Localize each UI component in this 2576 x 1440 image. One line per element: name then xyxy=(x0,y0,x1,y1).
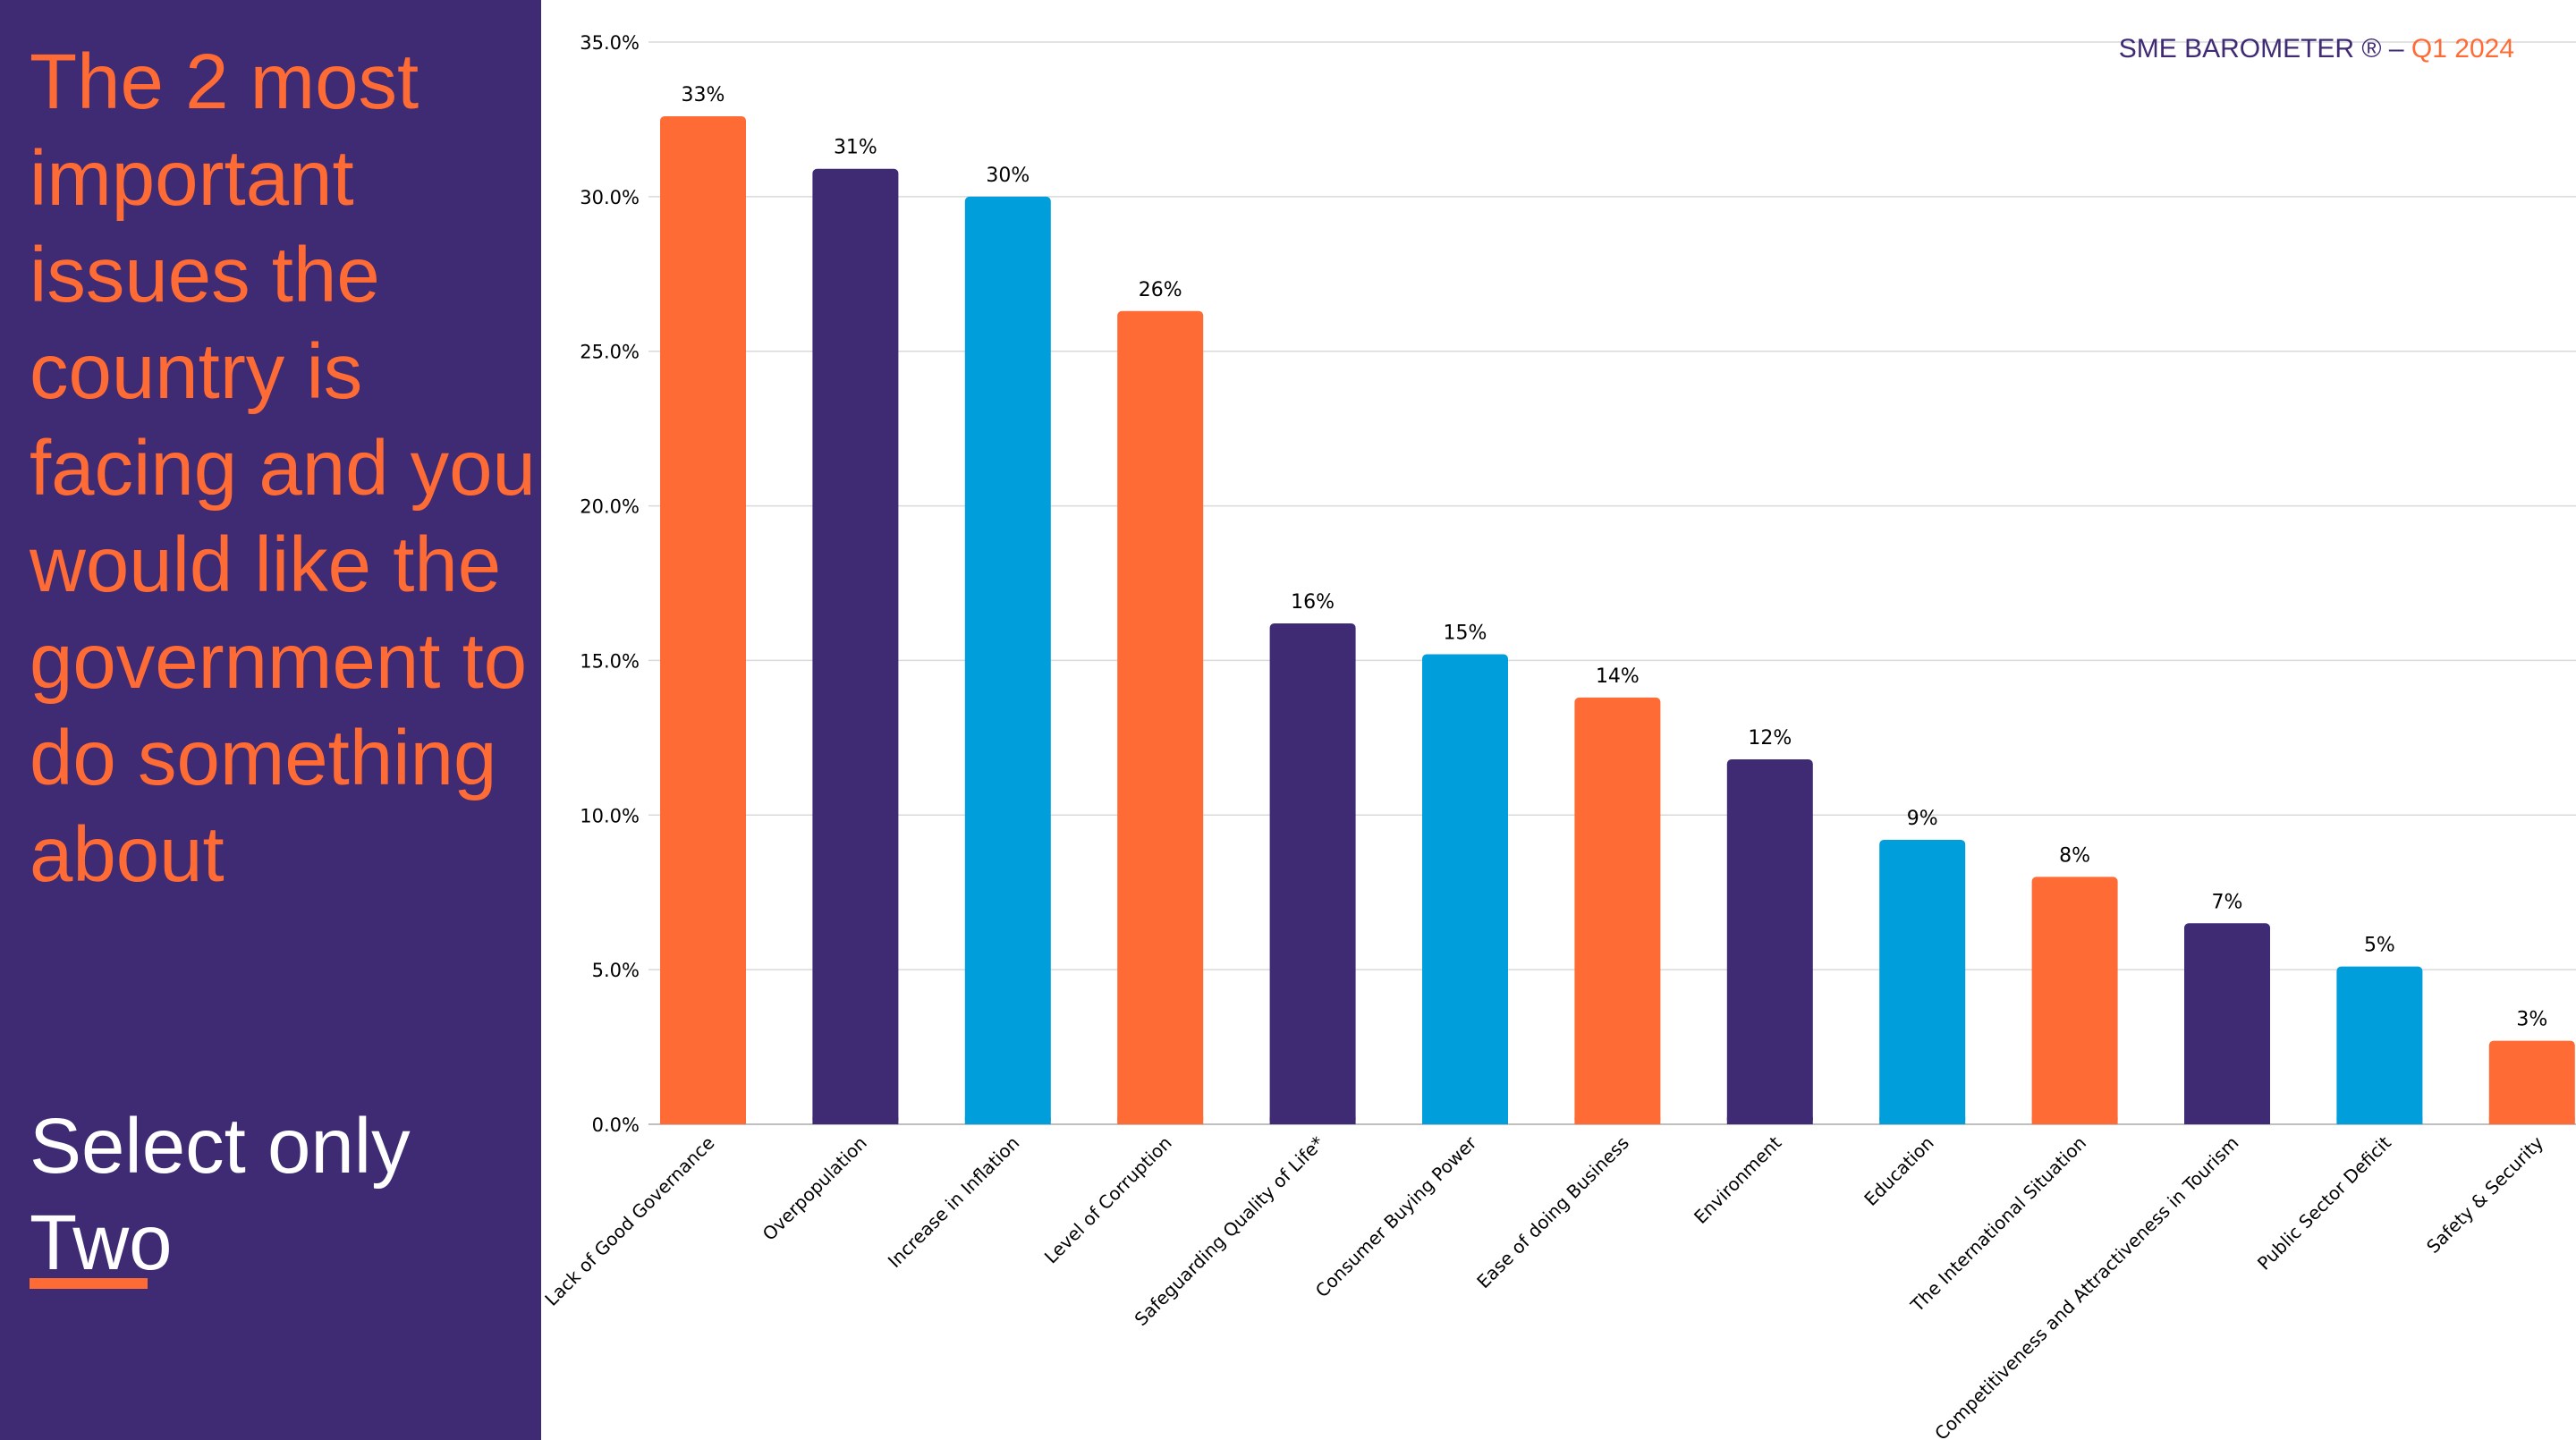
data-label: 5% xyxy=(2364,935,2395,957)
x-tick-label: Safety & Security xyxy=(2422,1131,2547,1257)
bar xyxy=(660,115,746,1124)
data-label: 12% xyxy=(1748,727,1792,750)
bar-base xyxy=(1117,1117,1204,1124)
x-tick-label: Level of Corruption xyxy=(1040,1132,1176,1268)
bar-base xyxy=(2031,1117,2118,1124)
data-label: 33% xyxy=(682,84,725,106)
y-tick-label: 10.0% xyxy=(580,805,640,826)
instruction-line-2: Two xyxy=(30,1199,173,1286)
accent-underline xyxy=(30,1278,148,1289)
x-tick-label: Environment xyxy=(1690,1131,1785,1227)
bar xyxy=(1422,654,1508,1124)
bar-base xyxy=(1726,1117,1813,1124)
y-tick-label: 15.0% xyxy=(580,650,640,672)
x-tick-label: Consumer Buying Power xyxy=(1311,1131,1481,1301)
x-tick-label: Ease of doing Business xyxy=(1472,1132,1633,1293)
x-tick-label: Overpopulation xyxy=(758,1132,871,1245)
bar xyxy=(1269,623,1356,1124)
bar xyxy=(1726,759,1813,1124)
y-tick-label: 30.0% xyxy=(580,187,640,208)
data-label: 3% xyxy=(2516,1009,2547,1031)
bar-base xyxy=(1269,1117,1356,1124)
y-tick-label: 20.0% xyxy=(580,496,640,518)
bar-base xyxy=(2336,1117,2423,1124)
instruction-text: Select only Two xyxy=(30,1098,530,1292)
bar xyxy=(2184,923,2270,1124)
data-label: 30% xyxy=(986,165,1030,187)
bar-chart: 0.0% 5.0% 10.0% 15.0% 20.0% 25.0% 30.0% 35.0% 3… xyxy=(541,32,2576,1440)
bar-base xyxy=(964,1117,1051,1124)
x-axis-labels: Lack of Good Governance Overpopulation Inc… xyxy=(541,1131,2547,1440)
x-tick-label: Competitiveness and Attractiveness in To… xyxy=(1930,1132,2242,1440)
brand-name: SME BAROMETER ® xyxy=(2118,34,2382,64)
data-label: 31% xyxy=(834,137,877,159)
bar xyxy=(2488,1040,2575,1124)
bar xyxy=(2336,966,2423,1124)
instruction-line-1: Select only xyxy=(30,1103,411,1190)
data-label: 14% xyxy=(1596,665,1640,688)
data-label: 7% xyxy=(2212,891,2243,913)
x-tick-label: Increase in Inflation xyxy=(884,1132,1024,1273)
bar-base xyxy=(1574,1117,1661,1124)
bar-base xyxy=(2488,1117,2575,1124)
y-tick-label: 0.0% xyxy=(592,1114,640,1136)
bar-base xyxy=(660,1117,746,1124)
bars xyxy=(660,115,2575,1124)
bar xyxy=(1574,697,1661,1124)
bar-base xyxy=(812,1117,899,1124)
brand-header: SME BAROMETER ® – Q1 2024 xyxy=(2119,34,2514,64)
y-tick-label: 25.0% xyxy=(580,342,640,363)
data-label: 26% xyxy=(1139,279,1182,301)
bar xyxy=(1879,839,1966,1124)
y-tick-label: 35.0% xyxy=(580,32,640,54)
data-labels: 33% 31% 30% 26% 16% 15% 14% 12% 9% 8% 7% 5% 3% xyxy=(682,84,2548,1031)
data-label: 9% xyxy=(1907,808,1938,830)
brand-separator: – xyxy=(2388,34,2404,64)
question-text: The 2 most important issues the country … xyxy=(30,38,536,898)
data-label: 16% xyxy=(1291,591,1335,614)
x-tick-label: Education xyxy=(1860,1132,1937,1210)
brand-period: Q1 2024 xyxy=(2411,34,2514,64)
bar-base xyxy=(1422,1117,1508,1124)
bar xyxy=(812,168,899,1124)
x-tick-label: The International Situation xyxy=(1906,1132,2090,1317)
bar xyxy=(2031,877,2118,1124)
bar-base xyxy=(2184,1117,2270,1124)
y-axis-ticks: 0.0% 5.0% 10.0% 15.0% 20.0% 25.0% 30.0% 35.0% xyxy=(580,32,640,1136)
bar xyxy=(1117,310,1204,1124)
bar xyxy=(964,196,1051,1124)
data-label: 8% xyxy=(2059,844,2090,867)
data-label: 15% xyxy=(1444,623,1487,645)
bar-base xyxy=(1879,1117,1966,1124)
question-panel: The 2 most important issues the country … xyxy=(0,0,541,1440)
x-tick-label: Public Sector Deficit xyxy=(2253,1131,2395,1274)
y-tick-label: 5.0% xyxy=(592,960,640,981)
x-tick-label: Lack of Good Governance xyxy=(541,1132,719,1310)
